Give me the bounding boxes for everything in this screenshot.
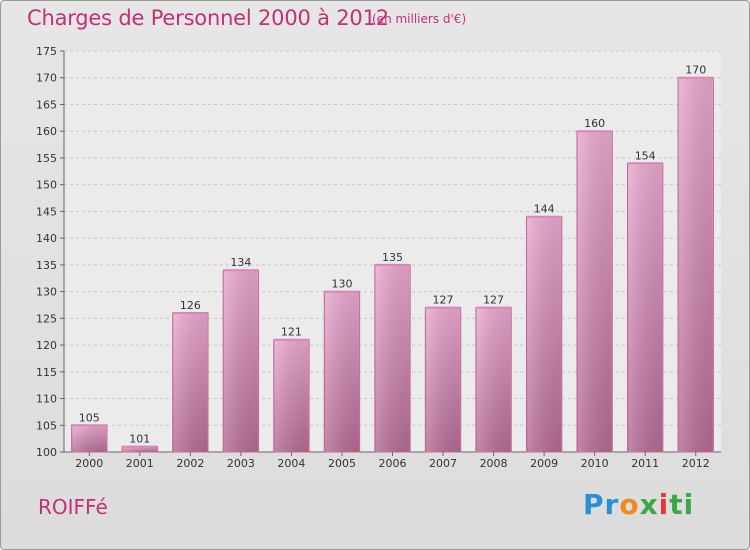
logo-part: ti (669, 488, 695, 521)
x-tick-label: 2006 (379, 457, 407, 470)
x-tick-label: 2008 (480, 457, 508, 470)
bar-shade (123, 447, 157, 452)
y-tick-label: 175 (36, 45, 57, 58)
bar-shade (527, 217, 561, 452)
bar-shade (224, 271, 258, 452)
proxiti-logo: Proxiti (583, 488, 694, 521)
x-tick-label: 2011 (631, 457, 659, 470)
y-tick-label: 135 (36, 259, 57, 272)
data-label: 101 (129, 433, 150, 446)
y-tick-label: 125 (36, 312, 57, 325)
x-tick-label: 2001 (126, 457, 154, 470)
bar-shade (325, 292, 359, 452)
logo-part: Pr (583, 488, 620, 521)
data-label: 154 (635, 149, 656, 162)
chart-subtitle: (en milliers d'€) (372, 12, 467, 26)
x-tick-label: 2004 (277, 457, 305, 470)
bar-shade (577, 132, 612, 452)
x-tick-label: 2005 (328, 457, 356, 470)
bar-shade (274, 340, 309, 452)
y-tick-label: 160 (36, 125, 57, 138)
commune-name: ROIFFé (38, 495, 108, 519)
bar-layer (71, 76, 714, 453)
x-tick-label: 2009 (530, 457, 558, 470)
bar-shade (426, 308, 460, 452)
data-label: 160 (584, 117, 605, 130)
y-tick-label: 120 (36, 339, 57, 352)
bar-shade (476, 308, 511, 452)
data-label: 105 (79, 411, 100, 424)
x-tick-label: 2003 (227, 457, 255, 470)
bar-shade (72, 426, 106, 452)
bar-shade (628, 164, 662, 452)
data-label: 144 (534, 203, 555, 216)
y-tick-label: 100 (36, 446, 57, 459)
y-tick-label: 145 (36, 205, 57, 218)
x-tick-label: 2010 (581, 457, 609, 470)
data-label: 127 (483, 294, 504, 307)
y-tick-label: 155 (36, 152, 57, 165)
bar-shade (375, 265, 410, 452)
y-tick-label: 130 (36, 286, 57, 299)
y-tick-label: 115 (36, 366, 57, 379)
y-tick-label: 170 (36, 72, 57, 85)
y-tick-label: 150 (36, 179, 57, 192)
data-label: 126 (180, 299, 201, 312)
data-label: 170 (685, 64, 706, 77)
data-label: 121 (281, 326, 302, 339)
y-tick-label: 110 (36, 393, 57, 406)
label-layer: 105 101 126 134 121 130 135 127 127 144 160 154 170 (79, 64, 706, 446)
logo-part: x (639, 488, 659, 521)
bar-shade (679, 78, 713, 452)
x-tick-label: 2012 (682, 457, 710, 470)
logo-part: o (619, 488, 640, 521)
data-label: 135 (382, 251, 403, 264)
y-tick-label: 165 (36, 98, 57, 111)
x-tick-label: 2000 (75, 457, 103, 470)
logo-part: i (658, 488, 670, 521)
axis-layer: 1001051101151201251301351401451501551601… (36, 45, 721, 470)
x-tick-label: 2007 (429, 457, 457, 470)
bar-shade (173, 313, 208, 452)
x-tick-label: 2002 (176, 457, 204, 470)
y-tick-label: 140 (36, 232, 57, 245)
data-label: 134 (230, 256, 251, 269)
data-label: 127 (433, 294, 454, 307)
chart-title: Charges de Personnel 2000 à 2012 (27, 6, 389, 30)
data-label: 130 (331, 278, 352, 291)
y-tick-label: 105 (36, 419, 57, 432)
